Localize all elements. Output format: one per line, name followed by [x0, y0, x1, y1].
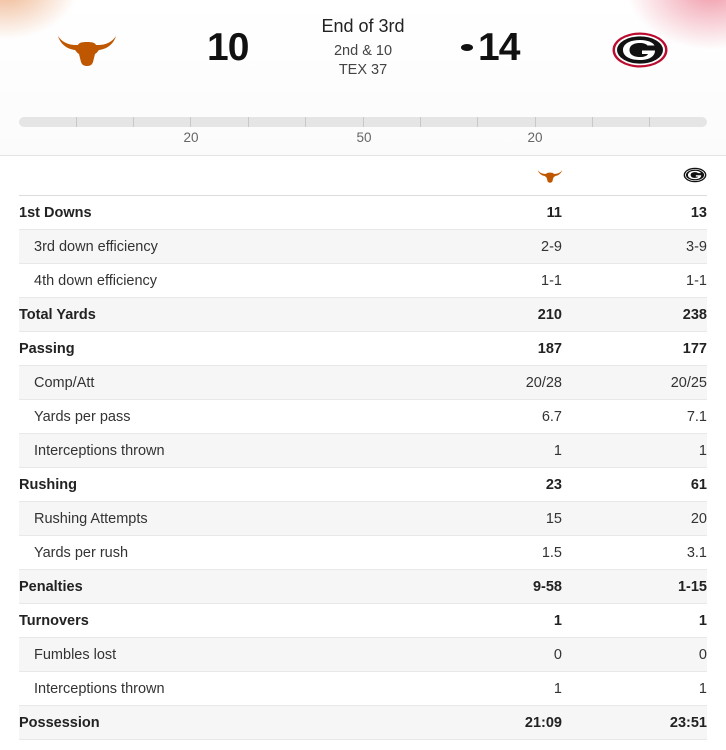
- field-tick: [535, 117, 536, 127]
- field-tick: [592, 117, 593, 127]
- stat-row-interceptions: Interceptions thrown 1 1: [19, 434, 707, 468]
- away-stat-value: 9-58: [532, 578, 562, 595]
- stat-label: Rushing Attempts: [34, 510, 148, 527]
- stat-label: Interceptions thrown: [34, 442, 165, 459]
- home-stat-value: 238: [682, 306, 707, 323]
- stat-label: 1st Downs: [19, 204, 92, 221]
- georgia-g-logo-icon[interactable]: [611, 31, 669, 69]
- stat-label: 3rd down efficiency: [34, 238, 158, 255]
- yard-line-label: 20: [527, 130, 543, 145]
- ball-spot: TEX 37: [338, 62, 388, 78]
- away-stat-value: 1-1: [541, 272, 562, 289]
- longhorn-logo-icon: [537, 170, 563, 183]
- away-stat-value: 1: [553, 612, 562, 629]
- stat-label: Rushing: [19, 476, 77, 493]
- stat-row-rushing: Rushing 23 61: [19, 468, 707, 502]
- field-tick: [363, 117, 364, 127]
- home-stat-value: 1: [698, 680, 707, 697]
- field-tick: [649, 117, 650, 127]
- stat-row-total-yards: Total Yards 210 238: [19, 298, 707, 332]
- stat-label: Total Yards: [19, 306, 96, 323]
- home-stat-value: 23:51: [669, 714, 707, 731]
- yard-line-label: 50: [356, 130, 372, 145]
- field-tick: [420, 117, 421, 127]
- stat-row-comp-att: Comp/Att 20/28 20/25: [19, 366, 707, 400]
- away-team-glow: [0, 0, 80, 40]
- stat-row-turnovers: Turnovers 1 1: [19, 604, 707, 638]
- game-period: End of 3rd: [321, 16, 405, 36]
- away-stat-value: 2-9: [541, 238, 562, 255]
- away-stat-value: 6.7: [541, 408, 562, 425]
- scoreboard-header: 10 End of 3rd 2nd & 10 TEX 37 14 20 50 2…: [0, 0, 726, 156]
- stat-row-passing: Passing 187 177: [19, 332, 707, 366]
- field-tick: [133, 117, 134, 127]
- home-stat-value: 1: [698, 612, 707, 629]
- game-status: End of 3rd 2nd & 10 TEX 37: [270, 16, 456, 78]
- away-stat-value: 23: [545, 476, 562, 493]
- away-stat-value: 1: [553, 442, 562, 459]
- away-stat-value: 1: [553, 680, 562, 697]
- away-stat-value: 210: [537, 306, 562, 323]
- home-stat-value: 1-15: [677, 578, 707, 595]
- stat-row-first-downs: 1st Downs 11 13: [19, 196, 707, 230]
- field-tick: [190, 117, 191, 127]
- away-stat-value: 11: [546, 204, 562, 221]
- home-stat-value: 13: [690, 204, 707, 221]
- field-tick: [305, 117, 306, 127]
- home-stat-value: 61: [690, 476, 707, 493]
- stats-table-header: [19, 157, 707, 196]
- away-score: 10: [207, 26, 249, 69]
- possession-football-icon: [461, 44, 473, 51]
- field-tick: [248, 117, 249, 127]
- away-stat-value: 21:09: [524, 714, 562, 731]
- home-stat-value: 3.1: [686, 544, 707, 561]
- stat-row-rushing-attempts: Rushing Attempts 15 20: [19, 502, 707, 536]
- yard-line-label: 20: [183, 130, 199, 145]
- stat-label: Yards per rush: [34, 544, 129, 561]
- stat-row-possession: Possession 21:09 23:51: [19, 706, 707, 740]
- home-stat-value: 0: [698, 646, 707, 663]
- stat-row-interceptions-turnover: Interceptions thrown 1 1: [19, 672, 707, 706]
- away-stat-value: 15: [545, 510, 562, 527]
- field-tick: [477, 117, 478, 127]
- stat-row-yards-per-pass: Yards per pass 6.7 7.1: [19, 400, 707, 434]
- home-stat-value: 20: [690, 510, 707, 527]
- stat-row-fourth-down: 4th down efficiency 1-1 1-1: [19, 264, 707, 298]
- away-stat-value: 0: [553, 646, 562, 663]
- field-position-bar: [19, 117, 707, 127]
- field-tick: [76, 117, 77, 127]
- home-stat-value: 1: [698, 442, 707, 459]
- stat-label: 4th down efficiency: [34, 272, 158, 289]
- stat-row-third-down: 3rd down efficiency 2-9 3-9: [19, 230, 707, 264]
- stat-label: Fumbles lost: [34, 646, 117, 663]
- georgia-g-logo-icon: [683, 167, 707, 183]
- stat-label: Penalties: [19, 578, 83, 595]
- home-stat-value: 3-9: [686, 238, 707, 255]
- stat-label: Comp/Att: [34, 374, 95, 391]
- longhorn-logo-icon[interactable]: [56, 32, 118, 68]
- stat-label: Turnovers: [19, 612, 89, 629]
- home-stat-value: 1-1: [686, 272, 707, 289]
- away-stat-value: 187: [537, 340, 562, 357]
- stat-row-penalties: Penalties 9-58 1-15: [19, 570, 707, 604]
- stat-label: Possession: [19, 714, 100, 731]
- down-and-distance: 2nd & 10: [333, 43, 393, 59]
- stat-label: Passing: [19, 340, 75, 357]
- home-stat-value: 20/25: [670, 374, 707, 391]
- away-stat-value: 20/28: [525, 374, 562, 391]
- home-stat-value: 7.1: [686, 408, 707, 425]
- stat-label: Yards per pass: [34, 408, 131, 425]
- stat-row-yards-per-rush: Yards per rush 1.5 3.1: [19, 536, 707, 570]
- away-stat-value: 1.5: [541, 544, 562, 561]
- home-stat-value: 177: [682, 340, 707, 357]
- stat-label: Interceptions thrown: [34, 680, 165, 697]
- stat-row-fumbles-lost: Fumbles lost 0 0: [19, 638, 707, 672]
- team-stats-table: 1st Downs 11 13 3rd down efficiency 2-9 …: [19, 157, 707, 740]
- home-score: 14: [478, 26, 520, 69]
